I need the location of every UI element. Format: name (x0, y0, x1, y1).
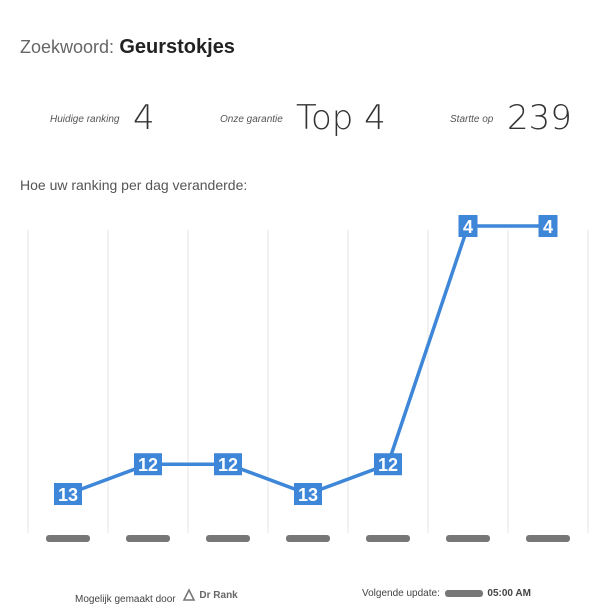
data-label-bg (54, 483, 82, 505)
x-tick-label-redacted (446, 535, 490, 542)
guarantee-label: Onze garantie (220, 114, 283, 125)
data-label: 12 (138, 455, 158, 475)
brand-name: Dr Rank (199, 589, 238, 601)
data-point[interactable]: 12 (374, 453, 402, 476)
redacted-date (444, 589, 483, 597)
next-update-label: Volgende update: (362, 588, 440, 599)
x-tick-label-redacted (286, 535, 330, 542)
x-tick-label-redacted (46, 535, 90, 542)
data-point[interactable]: 12 (134, 453, 162, 476)
x-tick-label-redacted (206, 535, 250, 542)
dr-rank-logo: Dr Rank (182, 588, 238, 602)
next-update-time: 05:00 AM (487, 588, 531, 599)
ranking-chart: 13 12 12 13 12 4 4 (27, 215, 589, 542)
data-point[interactable]: 13 (294, 483, 322, 505)
data-label-bg (134, 453, 162, 476)
data-point[interactable]: 4 (458, 215, 478, 237)
data-label-bg (294, 483, 322, 505)
data-point[interactable]: 13 (54, 483, 82, 505)
data-label: 13 (298, 485, 318, 505)
dr-rank-icon (183, 588, 196, 601)
x-tick-label-redacted (366, 535, 410, 542)
x-tick-label-redacted (526, 535, 570, 542)
data-label-bg (374, 453, 402, 476)
start-value: 239 (507, 98, 572, 138)
data-point[interactable]: 4 (538, 215, 558, 237)
guarantee-value: Top 4 (296, 98, 386, 138)
data-label: 13 (58, 485, 78, 505)
chart-subtitle: Hoe uw ranking per dag veranderde: (20, 177, 248, 193)
data-label-bg (214, 453, 242, 476)
data-label: 4 (543, 217, 553, 237)
page-title: Zoekwoord: Geurstokjes (20, 36, 235, 59)
start-label: Startte op (450, 114, 494, 125)
keyword-label: Zoekwoord: (20, 37, 115, 57)
data-label-bg (458, 215, 478, 237)
data-point[interactable]: 12 (214, 453, 242, 476)
data-label: 12 (218, 455, 238, 475)
data-label: 4 (463, 217, 473, 237)
current-ranking-label: Huidige ranking (50, 114, 120, 125)
powered-by-text: Mogelijk gemaakt door (75, 594, 176, 605)
data-label-bg (538, 215, 558, 237)
x-tick-label-redacted (126, 535, 170, 542)
data-label: 12 (378, 455, 398, 475)
powered-by: Mogelijk gemaakt door Dr Rank (75, 588, 238, 605)
next-update: Volgende update: 05:00 AM (362, 588, 531, 599)
keyword-value: Geurstokjes (119, 36, 235, 58)
current-ranking-value: 4 (133, 98, 155, 138)
